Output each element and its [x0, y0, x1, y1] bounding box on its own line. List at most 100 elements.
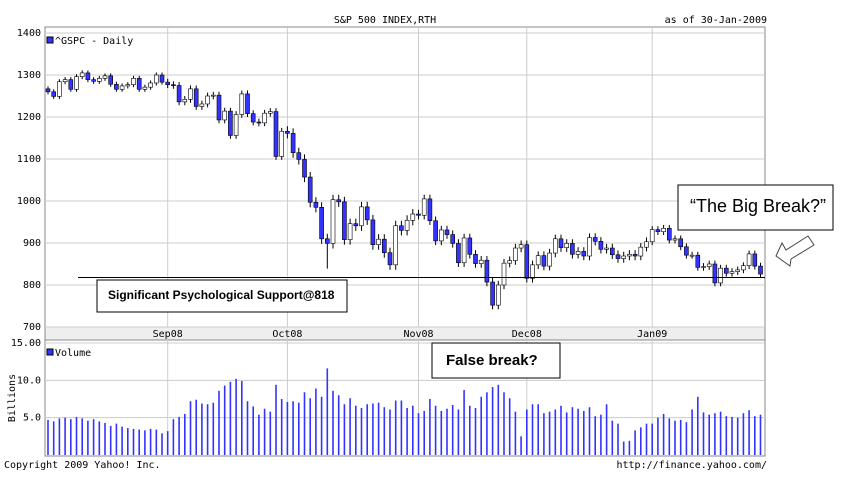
candle-body: [97, 78, 102, 82]
candle-body: [655, 229, 661, 232]
candle-body: [592, 237, 598, 242]
candle-body: [706, 263, 712, 267]
candle-body: [444, 229, 450, 235]
candle-body: [370, 219, 376, 245]
candle-body: [193, 88, 199, 107]
candle-body: [319, 207, 324, 240]
candle-body: [558, 238, 564, 248]
candle-body: [598, 241, 604, 250]
candle-body: [478, 259, 484, 264]
candle-body: [632, 254, 638, 257]
candle-body: [609, 247, 615, 256]
candle-body: [313, 201, 319, 208]
candle-body: [142, 86, 148, 90]
candle-body: [131, 78, 136, 85]
candle-body: [541, 255, 547, 267]
candle-body: [114, 83, 119, 90]
candle-body: [530, 264, 535, 279]
candle-body: [45, 88, 51, 93]
x-tick-label: Jan09: [637, 329, 667, 340]
candle-body: [678, 238, 684, 248]
chart-title: S&P 500 INDEX,RTH: [334, 15, 436, 26]
candle-body: [125, 84, 131, 87]
candle-body: [735, 269, 741, 272]
candle-body: [307, 176, 313, 203]
candle-body: [570, 243, 575, 255]
candle-body: [154, 74, 159, 84]
candle-body: [205, 95, 210, 105]
candle-body: [399, 225, 404, 231]
arrow: [775, 235, 815, 267]
candle-body: [119, 85, 125, 90]
y-tick-label: 1300: [17, 70, 41, 81]
support-box: [96, 279, 348, 313]
candle-body: [552, 238, 558, 254]
x-tick-label: Oct08: [272, 329, 302, 340]
candle-body: [507, 260, 513, 264]
candle-body: [74, 76, 79, 90]
annotations: Significant Psychological Support@818 “T…: [78, 184, 834, 379]
candle-body: [216, 94, 222, 121]
x-tick-label: Sep08: [153, 329, 183, 340]
as-of: as of 30-Jan-2009: [665, 15, 767, 26]
candle-body: [302, 159, 307, 178]
candle-body: [638, 246, 644, 257]
candle-body: [701, 266, 706, 268]
candle-body: [581, 251, 587, 257]
y-tick-label: 1100: [17, 154, 41, 165]
candle-body: [587, 237, 592, 257]
y-tick-label: 1200: [17, 112, 41, 123]
candle-body: [245, 93, 250, 114]
y-tick-label: 5.0: [23, 413, 41, 424]
candle-body: [644, 241, 649, 248]
candle-body: [575, 251, 581, 255]
candle-body: [421, 198, 427, 216]
candle-body: [68, 79, 74, 90]
candle-body: [456, 243, 461, 264]
y-axis-label: Billions: [7, 374, 18, 422]
candle-body: [547, 252, 552, 267]
candle-body: [752, 253, 758, 267]
candle-body: [712, 263, 718, 284]
candle-body: [524, 244, 530, 279]
candle-body: [330, 199, 336, 244]
candle-body: [604, 247, 609, 250]
candle-body: [342, 201, 347, 240]
candle-body: [222, 110, 227, 121]
candle-body: [501, 262, 507, 286]
candle-body: [666, 228, 672, 241]
big-break-label: “The Big Break?”: [690, 196, 826, 216]
legend-volume: Volume: [55, 348, 91, 359]
candle-body: [250, 113, 256, 123]
candle-body: [176, 85, 182, 103]
y-tick-label: 10.0: [17, 375, 41, 386]
candle-body: [182, 99, 188, 103]
candle-body: [108, 75, 113, 85]
candle-body: [62, 79, 68, 83]
candle-body: [233, 114, 239, 136]
x-tick-label: Dec08: [512, 329, 542, 340]
candle-body: [416, 213, 421, 216]
y-tick-label: 700: [23, 322, 41, 333]
candle-body: [336, 199, 342, 203]
candle-body: [535, 255, 541, 266]
candle-body: [359, 206, 364, 227]
false-break-box: [431, 342, 561, 379]
candle-body: [228, 110, 233, 136]
candle-body: [723, 267, 729, 274]
y-tick-label: 1400: [17, 28, 41, 39]
candle-body: [79, 72, 85, 77]
candle-body: [136, 78, 142, 90]
candle-body: [171, 84, 176, 86]
candle-body: [102, 75, 108, 79]
candle-body: [387, 252, 393, 266]
candle-body: [718, 267, 723, 284]
support-label: Significant Psychological Support@818: [108, 288, 335, 302]
candle-body: [467, 237, 473, 255]
legend-swatch: [46, 348, 54, 356]
candle-body: [615, 254, 621, 259]
source-url: http://finance.yahoo.com/: [616, 460, 767, 471]
candle-body: [85, 72, 91, 80]
candle-body: [256, 121, 262, 124]
y-tick-label: 800: [23, 280, 41, 291]
